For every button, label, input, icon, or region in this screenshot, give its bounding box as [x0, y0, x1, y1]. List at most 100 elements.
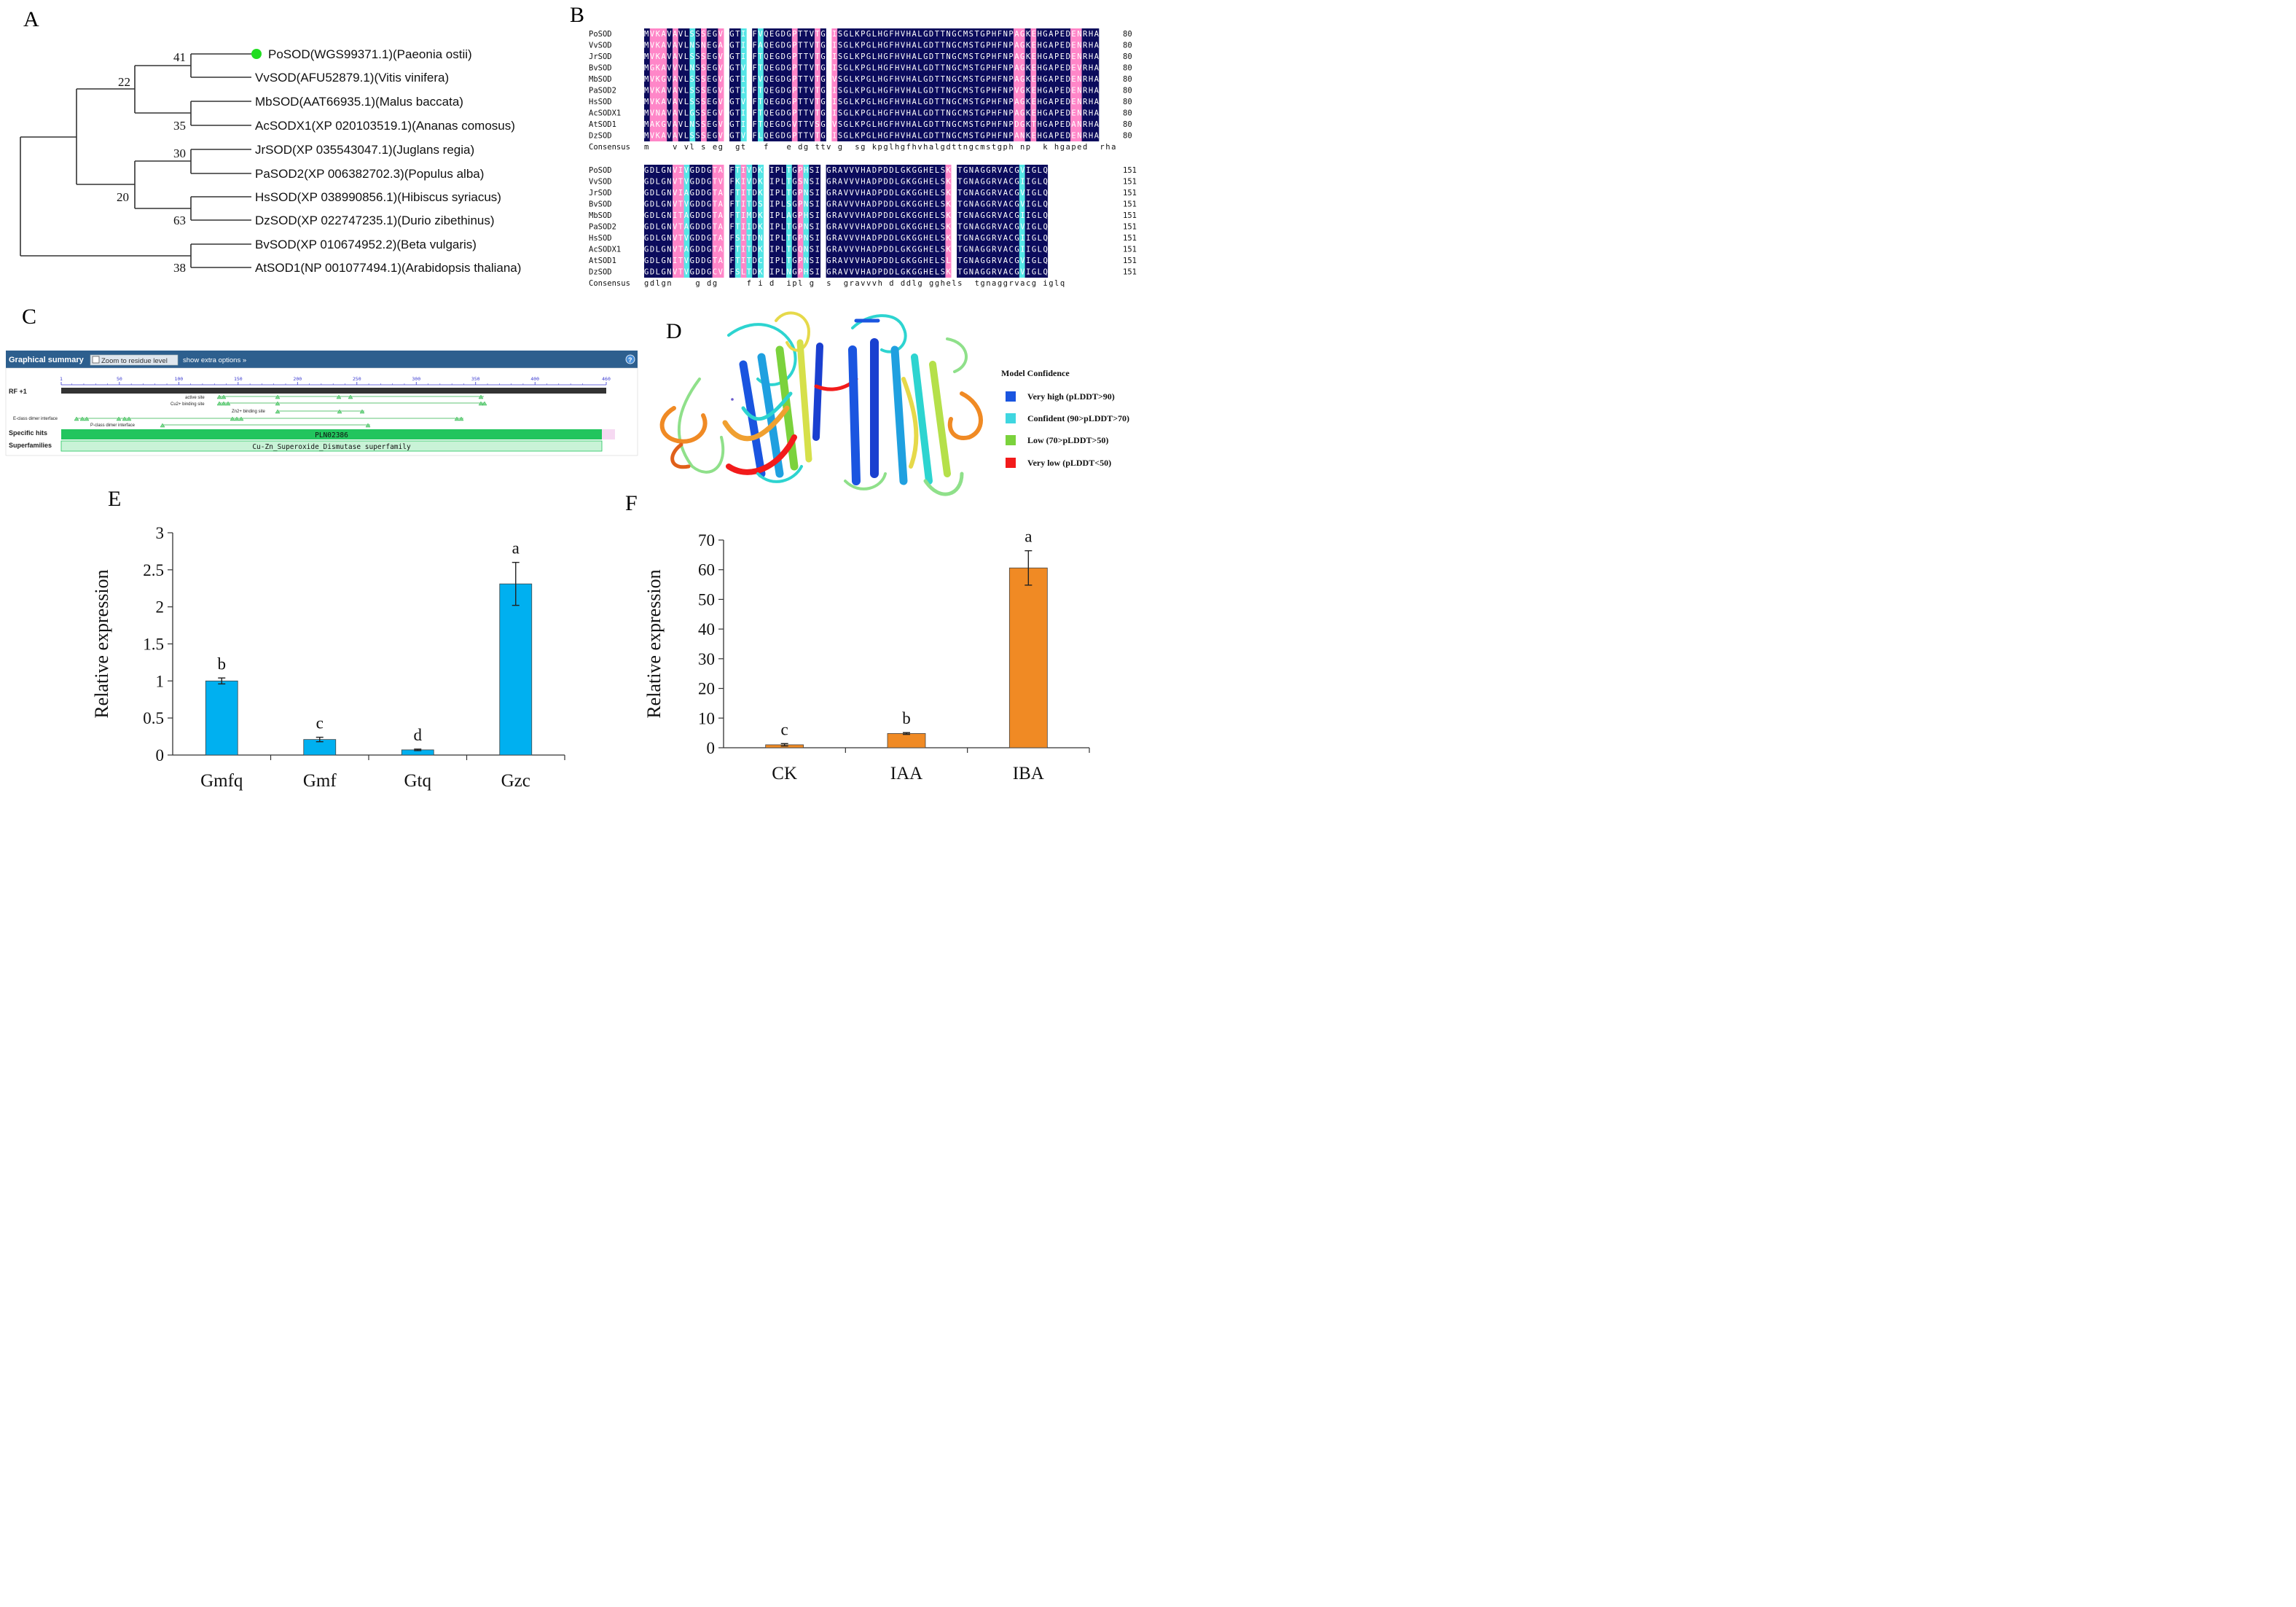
sequence-end-position: 151: [1123, 268, 1137, 277]
ruler-tick-label: 460: [602, 376, 611, 382]
alignment-column-shading: [854, 28, 861, 141]
sequence-residues: MVKAVAVLSSSEGVSGTISFVQEGDGPTTVTGCISGLKPG…: [644, 30, 1100, 39]
alignment-column-shading: [815, 28, 821, 141]
alignment-column-shading: [917, 28, 923, 141]
alignment-column-shading: [1036, 28, 1043, 141]
sequence-residues: GDLGNVTVGDDGTASFSITDNQIPLTGPNSIIGRAVVVHA…: [644, 234, 1048, 243]
consensus-label: Consensus: [589, 279, 630, 288]
phylogenetic-tree: [20, 53, 251, 268]
x-category-label: Gzc: [501, 771, 530, 791]
alignment-column-shading: [894, 165, 901, 278]
alignment-column-shading: [831, 28, 838, 141]
sequence-name: PaSOD2: [589, 223, 616, 232]
help-icon[interactable]: [625, 354, 635, 364]
alignment-column-shading: [979, 165, 986, 278]
sequence-name: PoSOD: [589, 30, 612, 39]
alignment-column-shading: [1070, 28, 1077, 141]
rf-label: RF +1: [9, 388, 27, 395]
superfamilies-label: Superfamilies: [9, 442, 52, 449]
bootstrap-value: 30: [173, 146, 186, 160]
alignment-column-shading: [712, 28, 718, 141]
alignment-column-shading: [752, 165, 759, 278]
sequence-end-position: 151: [1123, 166, 1137, 175]
zoom-checkbox-box[interactable]: [92, 356, 100, 364]
significance-letter: b: [902, 709, 911, 727]
alignment-column-shading: [718, 165, 724, 278]
y-tick-label: 20: [698, 680, 715, 698]
alignment-column-shading: [769, 165, 775, 278]
model-confidence-legend: Model Confidence Very high (pLDDT>90) Co…: [1001, 368, 1129, 468]
sequence-end-position: 80: [1123, 109, 1132, 118]
alignment-column-shading: [922, 165, 929, 278]
sequence-end-position: 80: [1123, 120, 1132, 129]
protein-structure-image: [659, 311, 983, 496]
feature-label: E-class dimer interface: [13, 417, 58, 421]
alignment-column-shading: [990, 165, 997, 278]
specific-hit-bar[interactable]: [61, 429, 602, 439]
highlight-marker-icon: [251, 49, 262, 59]
alignment-column-shading: [973, 28, 980, 141]
alignment-column-shading: [661, 165, 667, 278]
feature-label: P-class dimer interface: [90, 423, 136, 428]
tree-leaf: MbSOD(AAT66935.1)(Malus baccata): [255, 95, 463, 109]
bootstrap-value: 63: [173, 214, 186, 227]
sequence-residues: GDLGNVTAGDDGTATFTIIDKHIPLTGPNSIIGRAVVVHA…: [644, 223, 1048, 232]
sequence-residues: MAKGVAVLNSSEGVTGTIFFTQEGDGVTTVSGTVSGLKPG…: [644, 120, 1100, 129]
legend-swatch: [1006, 458, 1016, 468]
alignment-column-shading: [701, 165, 708, 278]
alignment-column-shading: [678, 165, 684, 278]
alignment-column-shading: [797, 165, 804, 278]
y-tick-label: 1.5: [143, 636, 164, 654]
alignment-column-shading: [1075, 28, 1082, 141]
y-tick-label: 2: [156, 598, 165, 617]
legend-swatch: [1006, 391, 1016, 402]
zoom-label: Zoom to residue level: [101, 357, 168, 365]
sequence-residues: MVKAVAVLSSSEGVSGTIFFTQEGDGPTTVTGNISGLKPG…: [644, 87, 1100, 95]
x-category-label: Gmfq: [200, 771, 243, 791]
bar: [1008, 567, 1048, 748]
y-tick-label: 2.5: [143, 561, 164, 579]
legend-label: Low (70>pLDDT>50): [1027, 435, 1108, 445]
alignment-column-shading: [911, 28, 917, 141]
alignment-column-shading: [860, 165, 866, 278]
alignment-column-shading: [877, 165, 883, 278]
sequence-name: BvSOD: [589, 200, 612, 209]
alignment-column-shading: [740, 165, 747, 278]
alignment-column-shading: [667, 28, 673, 141]
alignment-column-shading: [1002, 28, 1008, 141]
alignment-column-shading: [962, 28, 968, 141]
alignment-column-shading: [803, 165, 810, 278]
show-extra-options-link[interactable]: show extra options »: [183, 356, 246, 364]
sequence-residues: MVKAVAVLSSSEGVSGTVFFLQEGDGPTTVTGNISGLKPG…: [644, 132, 1100, 141]
sequence-residues: GDLGNVTVGDDGTATFTITDSHIPLSGPNSIVGRAVVVHA…: [644, 200, 1048, 209]
alignment-column-shading: [962, 165, 968, 278]
alignment-column-shading: [734, 28, 741, 141]
tree-leaf: AcSODX1(XP 020103519.1)(Ananas comosus): [255, 119, 515, 133]
alignment-column-shading: [780, 165, 787, 278]
alignment-column-shading: [695, 165, 702, 278]
y-tick-label: 60: [698, 561, 715, 579]
y-tick-label: 3: [156, 524, 165, 542]
alignment-column-shading: [939, 28, 946, 141]
tree-leaf: DzSOD(XP 022747235.1)(Durio zibethinus): [255, 214, 495, 227]
sequence-end-position: 151: [1123, 200, 1137, 209]
alignment-column-shading: [758, 28, 764, 141]
feature-label: active site: [185, 396, 205, 400]
alignment-column-shading: [712, 165, 718, 278]
alignment-column-shading: [826, 165, 832, 278]
sequence-name: MbSOD: [589, 75, 612, 84]
sequence-name: DzSOD: [589, 268, 612, 277]
alignment-column-shading: [1087, 28, 1094, 141]
alignment-column-shading: [1042, 28, 1049, 141]
zoom-checkbox[interactable]: [90, 354, 179, 366]
alignment-column-shading: [945, 28, 952, 141]
alignment-column-shading: [882, 28, 889, 141]
alignment-column-shading: [718, 28, 724, 141]
tree-leaf: PaSOD2(XP 006382702.3)(Populus alba): [255, 167, 484, 181]
ruler-tick-label: 1: [60, 376, 63, 382]
sequence-alignment: PoSOD MVKAVAVLSSSEGVSGTISFVQEGDGPTTVTGCIS…: [589, 28, 1137, 288]
alignment-column-shading: [1059, 28, 1065, 141]
alignment-column-shading: [786, 28, 793, 141]
feature-markers: [74, 394, 487, 428]
superfamily-bar[interactable]: [60, 440, 603, 452]
